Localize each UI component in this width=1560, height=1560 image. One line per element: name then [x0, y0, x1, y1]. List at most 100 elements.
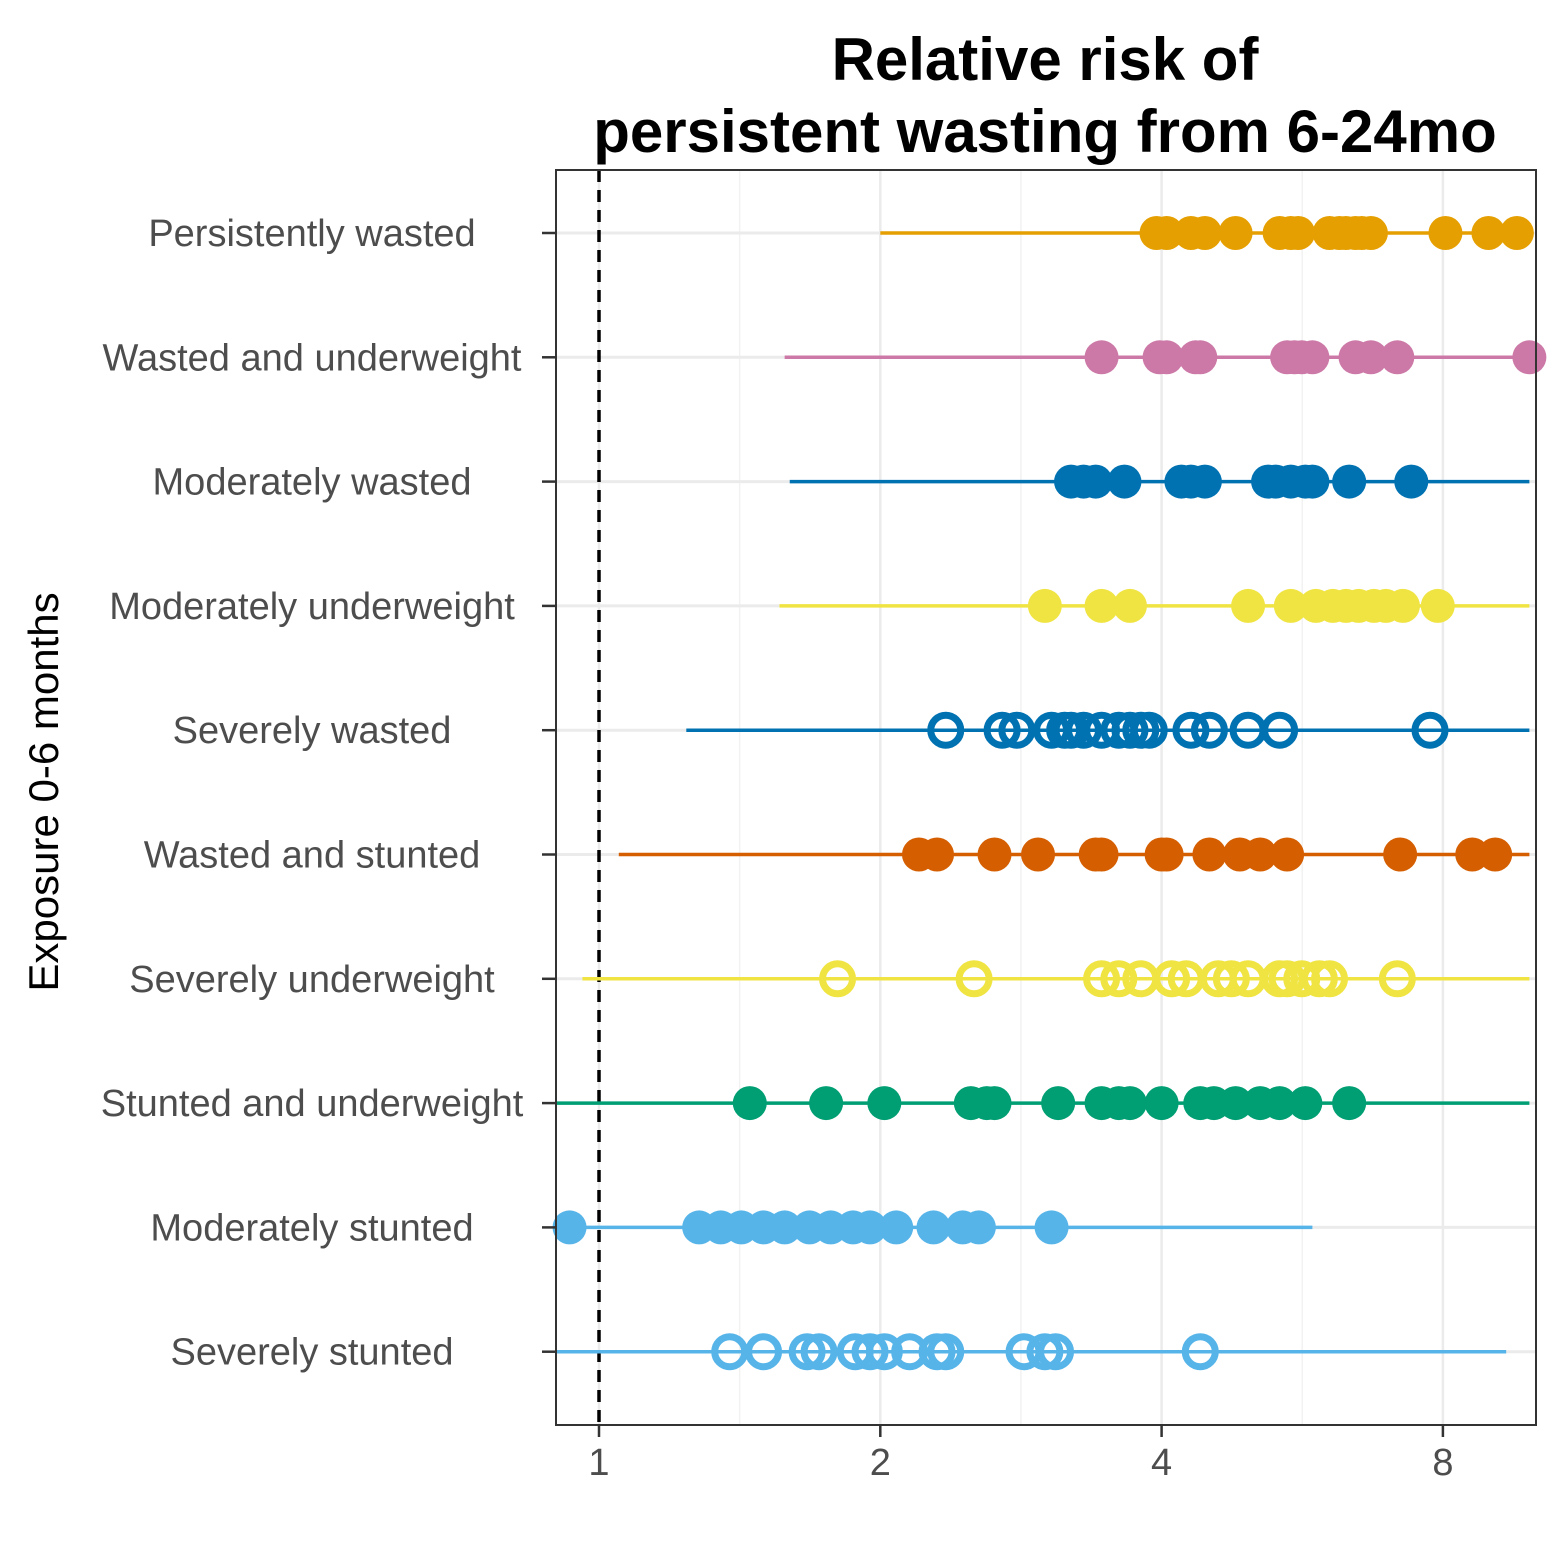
series-wasted-and-stunted — [618, 837, 1530, 872]
data-point — [1190, 711, 1228, 749]
chart-title: Relative risk of persistent wasting from… — [593, 26, 1497, 165]
x-tick-label: 2 — [870, 1442, 891, 1484]
data-point — [1021, 837, 1056, 872]
data-point — [1187, 216, 1222, 250]
data-point — [1378, 960, 1416, 998]
series-wasted-and-underweight — [784, 340, 1547, 375]
data-point — [1218, 1086, 1253, 1121]
data-point — [1243, 837, 1278, 872]
data-point — [1027, 588, 1062, 623]
data-point — [1192, 837, 1227, 872]
data-point — [1100, 960, 1138, 998]
data-point — [552, 1210, 587, 1245]
y-axis-title: Exposure 0-6 months — [20, 592, 67, 991]
data-point — [1261, 711, 1299, 749]
data-point — [1281, 216, 1316, 250]
data-point — [1420, 588, 1455, 623]
data-point — [1153, 960, 1191, 998]
data-point — [1311, 960, 1349, 998]
data-point — [920, 837, 955, 872]
y-tick-label: Wasted and stunted — [144, 835, 481, 877]
data-point — [1428, 216, 1463, 250]
data-point — [1183, 340, 1218, 375]
data-point — [1394, 464, 1429, 499]
data-point — [1084, 837, 1119, 872]
data-point — [1262, 1086, 1297, 1121]
data-point — [853, 1210, 888, 1245]
data-point — [865, 1333, 903, 1371]
data-point — [800, 1333, 838, 1371]
series-severely-wasted — [686, 711, 1530, 749]
plot-panel-border — [555, 169, 1537, 1426]
data-point — [1499, 216, 1534, 250]
data-point — [1231, 588, 1266, 623]
data-point — [916, 1210, 951, 1245]
x-axis: 1 2 4 8 — [588, 1425, 1453, 1484]
y-tick-label: Wasted and underweight — [103, 337, 522, 379]
data-point — [1471, 216, 1506, 250]
data-point — [819, 960, 857, 998]
x-tick-label: 4 — [1151, 1442, 1172, 1484]
series-stunted-and-underweight — [556, 1086, 1530, 1121]
data-point — [1034, 1210, 1069, 1245]
x-tick-label: 1 — [588, 1442, 609, 1484]
data-point — [1107, 464, 1142, 499]
data-point — [879, 1210, 914, 1245]
data-point — [983, 711, 1021, 749]
data-point — [1181, 1333, 1219, 1371]
series-severely-underweight — [582, 960, 1530, 998]
data-point — [1295, 464, 1330, 499]
y-axis: Persistently wasted Wasted and underweigh… — [101, 213, 556, 1374]
data-point — [1270, 837, 1305, 872]
data-point — [1212, 960, 1250, 998]
series-persistently-wasted — [880, 216, 1534, 250]
y-tick-label: Severely wasted — [173, 710, 452, 752]
data-point — [1353, 340, 1388, 375]
data-point — [1273, 588, 1308, 623]
data-point — [1187, 464, 1222, 499]
data-point — [955, 960, 993, 998]
data-point — [1112, 1086, 1147, 1121]
series-severely-stunted — [556, 1333, 1507, 1371]
series-moderately-wasted — [789, 464, 1530, 499]
data-point — [961, 1210, 996, 1245]
data-point — [851, 1333, 889, 1371]
data-point — [927, 1333, 965, 1371]
chart-title-line-1: Relative risk of — [832, 26, 1260, 93]
chart-title-line-2: persistent wasting from 6-24mo — [593, 98, 1497, 165]
data-point — [1380, 340, 1415, 375]
data-point — [1083, 960, 1121, 998]
data-point — [1078, 464, 1113, 499]
data-point — [1149, 837, 1184, 872]
y-tick-label: Moderately stunted — [150, 1207, 473, 1249]
data-point — [1065, 711, 1103, 749]
data-point — [1149, 340, 1184, 375]
data-point — [1411, 711, 1449, 749]
data-point — [1144, 1086, 1179, 1121]
data-point — [1478, 837, 1513, 872]
data-point — [1130, 711, 1168, 749]
data-point — [998, 711, 1036, 749]
data-point — [1112, 588, 1147, 623]
data-point — [788, 1333, 826, 1371]
data-point — [1218, 216, 1253, 250]
data-point — [732, 1086, 767, 1121]
data-point — [1353, 216, 1388, 250]
y-tick-label: Severely underweight — [129, 959, 495, 1001]
data-point — [977, 837, 1012, 872]
data-point — [1332, 1086, 1367, 1121]
data-point — [1512, 340, 1547, 375]
y-tick-label: Stunted and underweight — [101, 1083, 524, 1125]
series-moderately-underweight — [779, 588, 1530, 623]
data-point — [1385, 588, 1420, 623]
data-point — [711, 1333, 749, 1371]
series-moderately-stunted — [552, 1210, 1313, 1245]
data-point — [977, 1086, 1012, 1121]
data-point — [1295, 340, 1330, 375]
data-point — [1288, 1086, 1323, 1121]
data-point — [1149, 216, 1184, 250]
data-point — [1332, 464, 1367, 499]
y-tick-label: Severely stunted — [170, 1332, 453, 1374]
data-point — [1084, 340, 1119, 375]
